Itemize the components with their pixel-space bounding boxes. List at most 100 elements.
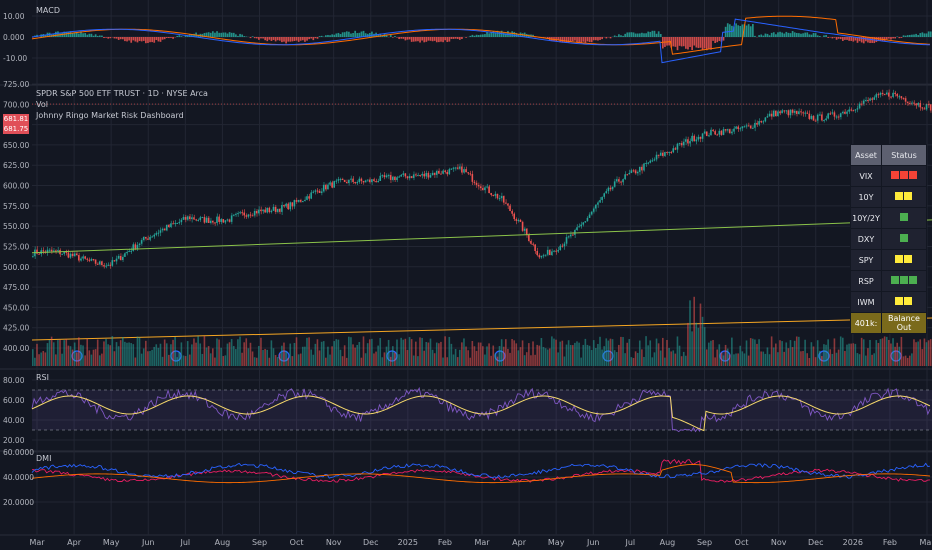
risk-dashboard-label[interactable]: Johnny Ringo Market Risk Dashboard — [36, 111, 184, 120]
volume-bar — [406, 350, 409, 366]
candle-body — [396, 177, 398, 181]
volume-bar — [109, 345, 112, 366]
macd-histogram-bar — [875, 37, 878, 43]
candle-body — [358, 178, 361, 183]
candle-body — [703, 131, 706, 134]
volume-bar — [180, 342, 183, 366]
candle-body — [278, 208, 281, 212]
macd-label: MACD — [36, 6, 60, 15]
candle-body — [209, 220, 212, 223]
volume-bar — [500, 339, 503, 366]
candle-body — [318, 190, 321, 193]
macd-panel[interactable] — [31, 15, 932, 64]
price-y-tick-label: 700.00 — [3, 100, 29, 109]
volume-label[interactable]: Vol — [36, 100, 48, 109]
candle-body — [94, 259, 97, 264]
candle-body — [578, 226, 580, 228]
candle-body — [90, 259, 93, 261]
candle-body — [712, 129, 714, 132]
candle-body — [823, 120, 825, 122]
volume-bar — [92, 349, 95, 366]
candle-body — [366, 179, 369, 181]
status-chip-yellow — [904, 192, 912, 200]
macd-histogram-bar — [220, 32, 223, 37]
volume-bar — [787, 348, 790, 366]
candle-body — [373, 179, 375, 182]
candle-body — [186, 216, 189, 220]
price-y-tick-label: 475.00 — [3, 283, 29, 292]
macd-histogram-bar — [94, 34, 97, 37]
volume-bar — [490, 355, 492, 366]
price-y-tick-label: 650.00 — [3, 141, 29, 150]
dmi-panel[interactable] — [31, 458, 930, 484]
volume-bar — [304, 346, 306, 366]
macd-histogram-bar — [722, 37, 725, 41]
volume-bar — [854, 343, 857, 366]
candle-body — [798, 111, 800, 114]
macd-histogram-bar — [306, 37, 308, 41]
candle-body — [705, 131, 708, 136]
volume-bar — [601, 349, 603, 366]
macd-histogram-bar — [431, 37, 434, 42]
price-panel[interactable] — [31, 89, 932, 362]
candle-body — [927, 104, 930, 106]
status-chip-red — [890, 171, 899, 179]
volume-bar — [680, 356, 683, 366]
volume-bar — [768, 354, 771, 366]
candle-body — [356, 182, 359, 184]
volume-bar — [283, 342, 285, 366]
macd-histogram-bar — [513, 31, 516, 37]
volume-bar — [837, 349, 840, 366]
volume-bar — [266, 349, 269, 366]
rsi-panel[interactable] — [31, 386, 932, 433]
volume-bar — [473, 346, 476, 366]
candle-body — [400, 174, 402, 177]
candle-body — [293, 200, 296, 207]
volume-bar — [48, 339, 51, 366]
candle-body — [383, 175, 386, 178]
volume-bar — [595, 348, 597, 366]
dashboard-row: DXY — [850, 228, 927, 250]
macd-histogram-bar — [337, 32, 340, 37]
candle-body — [82, 256, 84, 259]
volume-bar — [726, 348, 729, 366]
volume-bar — [350, 337, 352, 366]
volume-bar — [94, 349, 97, 366]
candle-body — [475, 182, 478, 185]
macd-histogram-bar — [854, 37, 857, 41]
candle-body — [174, 223, 176, 225]
volume-bar — [904, 355, 907, 366]
volume-bar — [73, 342, 76, 366]
volume-bar — [446, 357, 449, 366]
candle-body — [710, 129, 712, 136]
candle-body — [96, 263, 99, 265]
x-axis-tick-label: Feb — [438, 538, 452, 547]
candle-body — [546, 249, 549, 255]
candle-body — [636, 171, 639, 174]
price-title[interactable]: SPDR S&P 500 ETF TRUST · 1D · NYSE Arca — [36, 89, 208, 98]
volume-bar — [348, 336, 350, 366]
macd-histogram-bar — [161, 37, 164, 40]
volume-bar — [720, 352, 723, 366]
volume-bar — [450, 343, 453, 366]
macd-histogram-bar — [59, 33, 61, 37]
candle-body — [214, 222, 216, 224]
candle-body — [105, 265, 107, 267]
volume-bar — [44, 352, 47, 366]
axis-labels: Mar Apr May Jun Jul Aug Sep Oct Nov Dec 2025 Feb Mar… — [3, 12, 932, 547]
macd-histogram-bar — [469, 35, 472, 37]
macd-histogram-bar — [69, 31, 72, 37]
macd-histogram-bar — [586, 37, 589, 42]
macd-histogram-bar — [412, 37, 415, 42]
volume-bar — [431, 349, 434, 366]
macd-histogram-bar — [739, 25, 742, 37]
volume-bar — [308, 337, 310, 366]
volume-bar — [203, 336, 206, 366]
macd-histogram-bar — [628, 32, 631, 37]
candle-body — [582, 222, 585, 225]
macd-histogram-bar — [329, 35, 331, 37]
candle-body — [682, 141, 685, 146]
volume-trendline — [31, 317, 932, 341]
